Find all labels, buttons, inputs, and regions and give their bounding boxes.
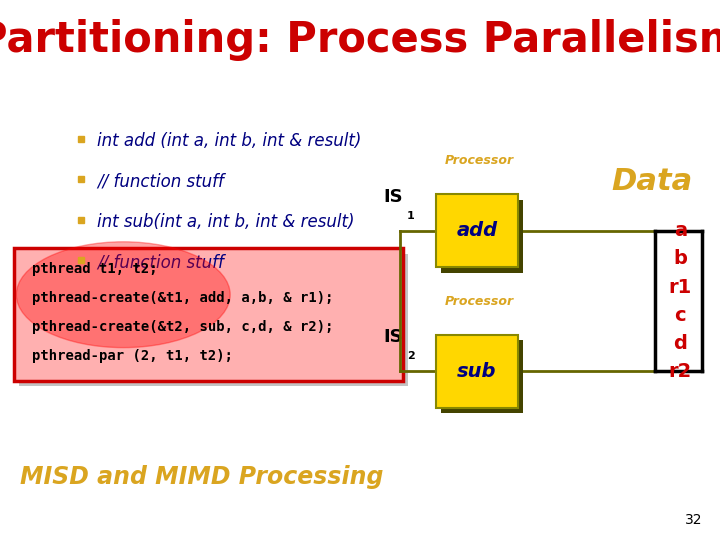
Bar (436, 335, 518, 408)
Ellipse shape (17, 242, 230, 348)
Text: Processor: Processor (444, 295, 513, 308)
Bar (436, 194, 518, 267)
Text: IS: IS (384, 188, 403, 206)
Text: 2: 2 (407, 351, 415, 361)
Text: r2: r2 (669, 362, 692, 381)
Bar (14, 248, 403, 381)
Text: pthread-create(&t1, add, a,b, & r1);: pthread-create(&t1, add, a,b, & r1); (32, 291, 334, 305)
Text: IS: IS (384, 328, 403, 347)
Text: pthread t1, t2;: pthread t1, t2; (32, 262, 158, 276)
Text: r1: r1 (669, 278, 692, 296)
Text: Processor: Processor (444, 154, 513, 167)
Text: d: d (673, 334, 688, 353)
Text: sub: sub (457, 362, 497, 381)
Text: int sub(int a, int b, int & result): int sub(int a, int b, int & result) (97, 213, 355, 231)
Text: a: a (674, 221, 687, 240)
Text: 1: 1 (407, 211, 415, 221)
Text: Data: Data (611, 167, 692, 197)
Text: // function stuff: // function stuff (97, 173, 224, 191)
Text: int add (int a, int b, int & result): int add (int a, int b, int & result) (97, 132, 361, 150)
Text: pthread-create(&t2, sub, c,d, & r2);: pthread-create(&t2, sub, c,d, & r2); (32, 320, 334, 334)
Text: pthread-par (2, t1, t2);: pthread-par (2, t1, t2); (32, 349, 233, 363)
Text: 32: 32 (685, 512, 702, 526)
Text: c: c (675, 306, 686, 325)
Text: MISD and MIMD Processing: MISD and MIMD Processing (20, 465, 383, 489)
Bar (19, 254, 408, 386)
Text: Partitioning: Process Parallelism: Partitioning: Process Parallelism (0, 19, 720, 61)
Bar (441, 200, 523, 273)
Text: b: b (673, 249, 688, 268)
Text: add: add (456, 221, 498, 240)
Text: // function stuff: // function stuff (97, 254, 224, 272)
Bar (441, 340, 523, 413)
